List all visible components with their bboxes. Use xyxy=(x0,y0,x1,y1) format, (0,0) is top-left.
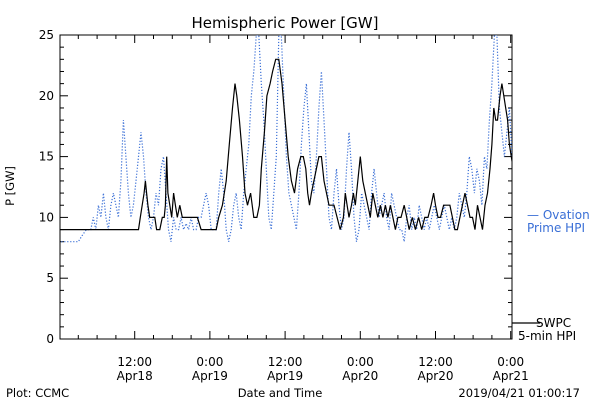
plot-area-frame xyxy=(59,34,513,340)
x-tick-label: 12:00 xyxy=(268,355,303,369)
y-tick-label: 0 xyxy=(46,332,54,346)
y-tick-label: 15 xyxy=(39,150,54,164)
legend-swpc-line1: SWPC xyxy=(536,316,571,330)
legend-ovation-line1: — Ovation xyxy=(527,208,590,222)
x-tick-sublabel: Apr20 xyxy=(342,369,378,383)
x-tick-sublabel: Apr20 xyxy=(417,369,453,383)
x-tick-sublabel: Apr18 xyxy=(117,369,153,383)
legend-ovation-line2: Prime HPI xyxy=(527,221,585,235)
plot-timestamp: 2019/04/21 01:00:17 xyxy=(458,386,580,400)
x-tick-label: 12:00 xyxy=(418,355,453,369)
y-tick-label: 5 xyxy=(46,271,54,285)
series-swpc-line xyxy=(60,58,512,231)
x-tick-label: 0:00 xyxy=(347,355,374,369)
x-tick-label: 0:00 xyxy=(497,355,524,369)
plot-credit: Plot: CCMC xyxy=(6,386,69,400)
y-tick-label: 10 xyxy=(39,210,54,224)
x-tick-label: 12:00 xyxy=(117,355,152,369)
x-axis-label: Date and Time xyxy=(238,386,323,400)
y-tick-label: 25 xyxy=(39,28,54,42)
legend-ovation: — Ovation Prime HPI xyxy=(527,208,590,235)
legend-swpc-line2: 5-min HPI xyxy=(518,329,576,343)
x-tick-sublabel: Apr19 xyxy=(267,369,303,383)
x-tick-sublabel: Apr19 xyxy=(192,369,228,383)
x-tick-label: 0:00 xyxy=(196,355,223,369)
x-tick-sublabel: Apr21 xyxy=(493,369,529,383)
series-layer xyxy=(60,35,512,243)
x-axis: 12:00Apr180:00Apr1912:00Apr190:00Apr2012… xyxy=(77,35,529,383)
y-axis: 0 5 10 15 20 25 xyxy=(39,28,512,346)
y-tick-label: 20 xyxy=(39,89,54,103)
y-axis-label: P [GW] xyxy=(3,166,17,206)
chart-title: Hemispheric Power [GW] xyxy=(192,14,379,32)
legend-swpc: SWPC 5-min HPI xyxy=(512,316,576,343)
